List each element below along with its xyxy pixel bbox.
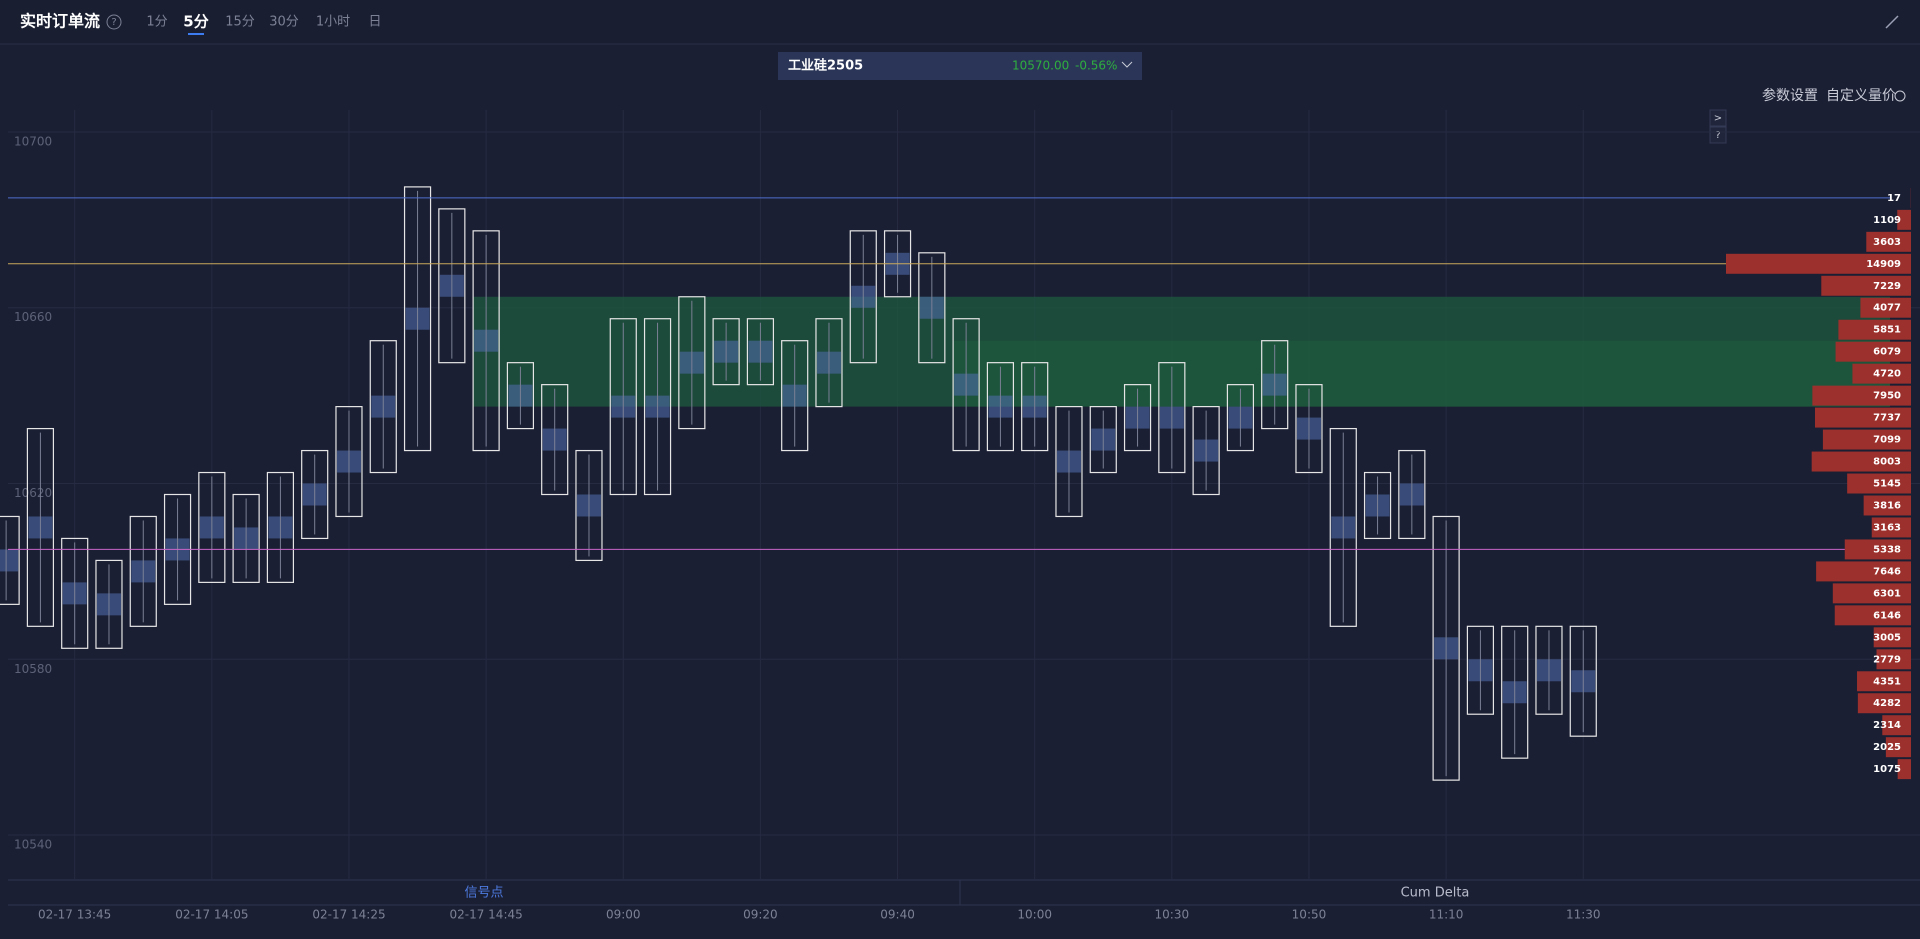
profile-label: 7646 bbox=[1873, 566, 1901, 577]
y-tick-label: 10540 bbox=[14, 838, 52, 852]
profile-label: 7950 bbox=[1873, 391, 1901, 402]
x-tick-label: 02-17 14:05 bbox=[175, 908, 248, 922]
x-tick-label: 09:40 bbox=[880, 908, 915, 922]
interval-tab[interactable]: 日 bbox=[368, 15, 381, 30]
custom-icon bbox=[1895, 91, 1905, 101]
profile-label: 3005 bbox=[1873, 632, 1901, 643]
x-tick-label: 02-17 14:25 bbox=[312, 908, 385, 922]
x-tick-label: 02-17 13:45 bbox=[38, 908, 111, 922]
x-tick-label: 09:00 bbox=[606, 908, 641, 922]
profile-label: 2779 bbox=[1873, 654, 1901, 665]
x-tick-label: 10:00 bbox=[1017, 908, 1052, 922]
profile-label: 4720 bbox=[1873, 369, 1901, 380]
profile-label: 2314 bbox=[1873, 720, 1901, 731]
settings-button[interactable]: 参数设置 bbox=[1762, 87, 1818, 104]
profile-label: 4282 bbox=[1873, 698, 1901, 709]
panel-label[interactable]: Cum Delta bbox=[1401, 886, 1470, 901]
profile-label: 5338 bbox=[1873, 544, 1901, 555]
y-tick-label: 10660 bbox=[14, 310, 52, 324]
page-title: 实时订单流 bbox=[20, 12, 100, 31]
symbol-price: 10570.00 bbox=[1012, 59, 1069, 73]
y-tick-label: 10700 bbox=[14, 134, 52, 148]
interval-tab[interactable]: 1分 bbox=[146, 15, 167, 30]
profile-label: 7229 bbox=[1873, 281, 1901, 292]
help-text[interactable]: ? bbox=[111, 17, 116, 28]
profile-label: 6146 bbox=[1873, 610, 1901, 621]
zone bbox=[953, 341, 1890, 407]
interval-tab[interactable]: 1小时 bbox=[316, 15, 350, 30]
x-tick-label: 02-17 14:45 bbox=[449, 908, 522, 922]
profile-label: 4351 bbox=[1873, 676, 1901, 687]
profile-label: 14909 bbox=[1866, 259, 1901, 270]
profile-label: 4077 bbox=[1873, 303, 1901, 314]
profile-label: 3603 bbox=[1873, 237, 1901, 248]
active-tab-underline bbox=[188, 33, 204, 35]
custom-button[interactable]: 自定义量价 bbox=[1826, 88, 1896, 104]
profile-label: 6301 bbox=[1873, 588, 1901, 599]
profile-label: 7099 bbox=[1873, 435, 1901, 446]
symbol-name: 工业硅2505 bbox=[788, 58, 863, 74]
symbol-change: -0.56% bbox=[1075, 59, 1117, 73]
x-tick-label: 11:10 bbox=[1429, 908, 1464, 922]
profile-label: 5851 bbox=[1873, 325, 1901, 336]
profile-label: 5145 bbox=[1873, 479, 1901, 490]
x-tick-label: 11:30 bbox=[1566, 908, 1601, 922]
profile-label: 1109 bbox=[1873, 215, 1901, 226]
profile-label: 3816 bbox=[1873, 500, 1901, 511]
x-tick-label: 10:50 bbox=[1292, 908, 1327, 922]
profile-label: 6079 bbox=[1873, 347, 1901, 358]
side-button-text[interactable]: > bbox=[1714, 113, 1722, 124]
profile-label: 3163 bbox=[1873, 522, 1901, 533]
profile-label: 1075 bbox=[1873, 764, 1901, 775]
y-tick-label: 10580 bbox=[14, 662, 52, 676]
interval-tab[interactable]: 15分 bbox=[225, 15, 255, 30]
poc-row bbox=[0, 549, 18, 571]
interval-tab[interactable]: 30分 bbox=[269, 15, 299, 30]
panel-label[interactable]: 信号点 bbox=[464, 886, 503, 901]
profile-label: 2025 bbox=[1873, 742, 1901, 753]
x-tick-label: 09:20 bbox=[743, 908, 778, 922]
profile-label: 7737 bbox=[1873, 413, 1901, 424]
interval-tab[interactable]: 5分 bbox=[183, 13, 208, 31]
profile-label: 8003 bbox=[1873, 457, 1901, 468]
x-tick-label: 10:30 bbox=[1155, 908, 1190, 922]
profile-label: 17 bbox=[1887, 193, 1901, 204]
y-tick-label: 10620 bbox=[14, 486, 52, 500]
